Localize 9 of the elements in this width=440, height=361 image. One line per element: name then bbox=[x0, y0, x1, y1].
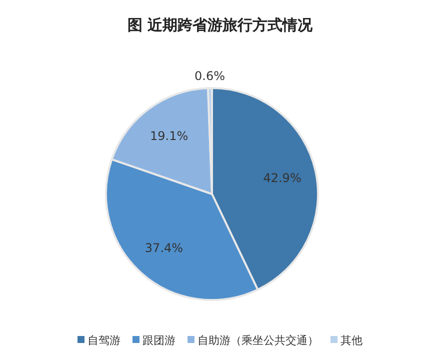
chart-title: 图 近期跨省游旅行方式情况 bbox=[127, 16, 314, 34]
data-label: 37.4% bbox=[144, 240, 184, 255]
legend-label: 自驾游 bbox=[88, 334, 120, 347]
data-label: 0.6% bbox=[194, 69, 226, 84]
legend-label: 其他 bbox=[340, 334, 362, 347]
legend-label: 自助游（乘坐公共交通） bbox=[198, 334, 318, 347]
legend-label: 跟团游 bbox=[142, 334, 176, 347]
data-label: 42.9% bbox=[263, 171, 302, 186]
data-label: 19.1% bbox=[150, 129, 188, 144]
